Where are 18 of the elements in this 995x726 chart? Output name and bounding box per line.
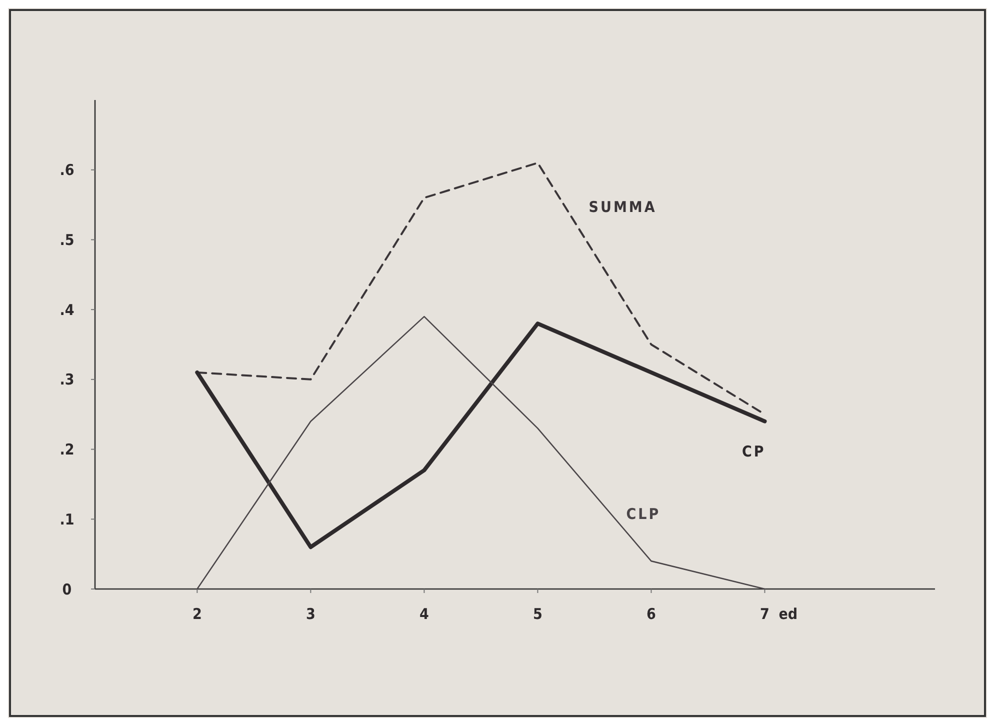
x-axis-title: ed <box>778 605 798 623</box>
y-tick-label: .5 <box>60 230 74 249</box>
y-tick-label: .4 <box>60 300 74 319</box>
series-label: CLP <box>626 505 661 524</box>
x-tick-label: 4 <box>419 605 429 623</box>
y-tick-label: .1 <box>60 510 74 528</box>
x-tick-label: 3 <box>306 605 316 623</box>
line-series <box>196 316 766 590</box>
y-tick-label: 0 <box>62 580 72 598</box>
x-tick-label: 7 <box>760 605 770 623</box>
y-tick-label: .2 <box>60 440 74 459</box>
series-label: SUMMA <box>588 198 657 216</box>
y-tick-label: .3 <box>60 370 74 389</box>
y-tick-label: .6 <box>60 161 74 180</box>
x-tick-label: 6 <box>646 605 656 623</box>
series-label: CP <box>742 442 766 460</box>
x-tick-label: 5 <box>533 605 542 623</box>
x-tick-label: 2 <box>192 605 202 623</box>
